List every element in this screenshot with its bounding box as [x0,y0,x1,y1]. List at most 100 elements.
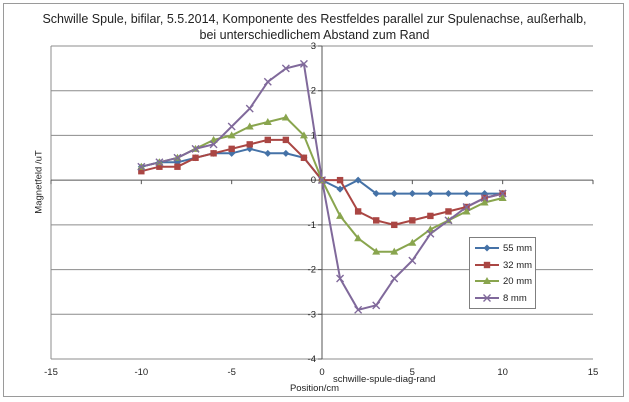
data-point-series-2 [354,234,363,242]
x-tick-label: 5 [410,367,415,378]
chart-frame [3,3,624,397]
legend-swatch-marker [483,277,491,284]
data-point-series-0 [390,190,398,198]
legend-item: 55 mm [470,241,535,258]
y-tick-label: -4 [308,354,316,365]
data-point-series-3 [426,229,435,238]
data-point-series-0 [336,185,344,193]
data-point-series-1 [282,136,290,144]
chart-title-line-1: Schwille Spule, bifilar, 5.5.2014, Kompo… [42,12,587,26]
y-tick-label: -1 [308,220,316,231]
data-point-series-2 [498,194,507,202]
data-point-series-2 [263,118,272,126]
legend-swatch [475,244,499,252]
data-point-series-2 [209,135,218,143]
data-point-series-3 [354,305,363,314]
data-point-series-3 [281,64,290,73]
legend-swatch [475,261,499,268]
y-axis-label: Magnetfeld /uT [33,150,45,214]
legend-swatch-marker [483,293,491,302]
data-point-series-1 [156,163,163,170]
data-point-series-1 [138,168,145,175]
x-tick-label: -15 [44,367,58,378]
data-point-series-3 [336,274,345,283]
legend-label: 32 mm [503,259,533,271]
data-point-series-1 [445,208,452,215]
x-tick-label: 0 [319,367,324,378]
data-point-series-2 [426,225,435,233]
data-point-series-3 [462,202,471,211]
y-tick-label: 1 [311,130,316,141]
data-point-series-0 [463,190,471,198]
data-point-series-3 [444,216,453,225]
data-point-series-3 [209,140,218,149]
data-point-series-3 [408,256,417,265]
data-point-series-2 [227,131,236,139]
legend-swatch [475,293,499,302]
data-point-series-3 [372,301,381,310]
data-point-series-2 [299,131,308,139]
data-point-series-2 [245,122,254,130]
x-tick-label: -10 [134,367,148,378]
y-tick-label: 3 [311,41,316,52]
data-point-series-3 [263,77,272,86]
legend: 55 mm 32 mm 20 mm 8 mm [469,237,536,309]
legend-label: 8 mm [503,292,527,304]
data-point-series-0 [264,149,272,157]
data-point-series-3 [245,104,254,113]
data-point-series-1 [174,163,181,170]
y-tick-label: -2 [308,265,316,276]
data-point-series-1 [192,154,199,161]
data-point-series-2 [281,113,290,121]
data-point-series-3 [390,274,399,283]
data-point-series-3 [137,162,146,171]
x-axis-label: Position/cm [289,383,340,394]
data-point-series-1 [391,221,398,229]
data-point-series-0 [354,176,362,184]
data-point-series-1 [228,145,235,153]
data-point-series-1 [246,141,253,148]
data-point-series-2 [408,238,417,246]
data-point-series-1 [264,136,271,144]
legend-swatch [475,277,499,284]
y-tick-label: -3 [308,309,316,320]
legend-item: 32 mm [470,258,535,275]
data-point-series-0 [408,190,416,198]
legend-item: 20 mm [470,274,535,291]
data-point-series-2 [462,207,471,215]
x-tick-label: -5 [227,367,235,378]
x-tick-label: 15 [588,367,599,378]
legend-label: 55 mm [503,243,533,254]
legend-swatch-marker [483,261,491,268]
data-point-series-1 [210,150,217,157]
data-point-series-1 [409,217,416,224]
data-point-series-0 [444,190,452,198]
data-point-series-0 [282,149,290,157]
data-point-series-3 [155,158,164,167]
y-tick-label: 0 [311,175,316,186]
data-point-series-2 [390,247,399,255]
data-point-series-2 [372,247,381,255]
data-point-series-3 [480,194,489,203]
chart-title-line-2: bei unterschiedlichem Abstand zum Rand [199,28,430,42]
data-point-series-1 [336,176,344,184]
data-point-series-1 [354,208,362,215]
data-point-series-1 [427,212,434,220]
data-point-series-1 [373,217,380,224]
data-point-series-0 [372,190,380,198]
data-point-series-3 [227,122,236,131]
data-point-series-3 [173,153,182,162]
axis-annotation: schwille-spule-diag-rand [333,374,435,385]
data-point-series-2 [336,211,345,219]
data-point-series-3 [318,176,326,185]
data-point-series-3 [299,59,308,68]
y-tick-label: 2 [311,86,316,97]
data-point-series-3 [191,144,200,153]
legend-item: 8 mm [470,291,535,308]
data-point-series-1 [300,154,308,161]
legend-swatch-marker [483,244,491,252]
x-tick-label: 10 [497,367,508,378]
data-point-series-2 [480,198,489,206]
legend-label: 20 mm [503,276,533,287]
